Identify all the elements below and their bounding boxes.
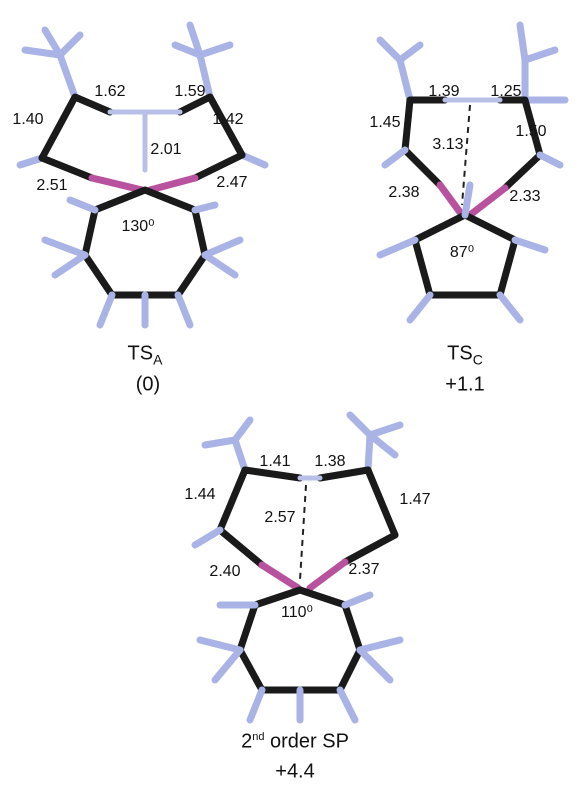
bond-length: 1.44	[184, 486, 215, 504]
bond-length: 2.37	[348, 561, 379, 579]
relative-energy: (0)	[136, 374, 160, 397]
bond-length: 3.13	[432, 136, 463, 154]
bond-length: 1.41	[259, 453, 290, 471]
bond-length: 1.42	[212, 111, 243, 129]
bond-length: 1.25	[490, 83, 521, 101]
bond-length: 1.38	[314, 453, 345, 471]
bond-length: 2.01	[150, 141, 181, 159]
bond-length: 1.62	[94, 83, 125, 101]
bond-length: 2.40	[209, 563, 240, 581]
bond-length: 2.57	[264, 509, 295, 527]
bond-length: 1.40	[12, 111, 43, 129]
angle-label: 110⁰	[281, 602, 313, 622]
relative-energy: +4.4	[275, 761, 314, 784]
relative-energy: +1.1	[445, 374, 484, 397]
angle-label: 87⁰	[450, 242, 474, 262]
bond-length: 2.38	[388, 184, 419, 202]
name-text: TS	[447, 343, 473, 365]
name-sup: nd	[252, 731, 264, 743]
name-text: TS	[128, 343, 154, 365]
name-rest: order SP	[264, 731, 348, 753]
bond-length: 1.45	[369, 114, 400, 132]
bond-length: 1.59	[174, 83, 205, 101]
bond-length: 1.47	[399, 491, 430, 509]
figure: 1.621.591.402.011.422.512.47130⁰TSA(0)1.…	[0, 0, 584, 792]
name-sub: C	[473, 352, 483, 368]
structure-c	[380, 25, 565, 320]
molecules	[0, 0, 584, 792]
structure-name: TSA	[128, 343, 163, 368]
name-text: 2	[241, 731, 252, 753]
structure-name: 2nd order SP	[241, 731, 349, 754]
structure-name: TSC	[447, 343, 483, 368]
name-sub: A	[153, 352, 162, 368]
bond-length: 2.51	[36, 177, 67, 195]
bond-length: 1.39	[428, 83, 459, 101]
bond-length: 1.50	[515, 123, 546, 141]
angle-label: 130⁰	[121, 216, 154, 236]
bond-length: 2.33	[509, 188, 540, 206]
bond-length: 2.47	[216, 174, 247, 192]
